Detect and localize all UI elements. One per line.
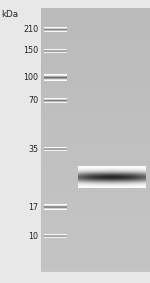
Text: 35: 35 — [28, 145, 38, 154]
Text: 210: 210 — [23, 25, 38, 34]
Text: 70: 70 — [28, 96, 38, 105]
Text: 150: 150 — [23, 46, 38, 55]
Text: 100: 100 — [23, 73, 38, 82]
Text: kDa: kDa — [2, 10, 19, 19]
Text: 10: 10 — [28, 232, 38, 241]
Text: 17: 17 — [28, 203, 38, 212]
Bar — [40, 8, 150, 272]
